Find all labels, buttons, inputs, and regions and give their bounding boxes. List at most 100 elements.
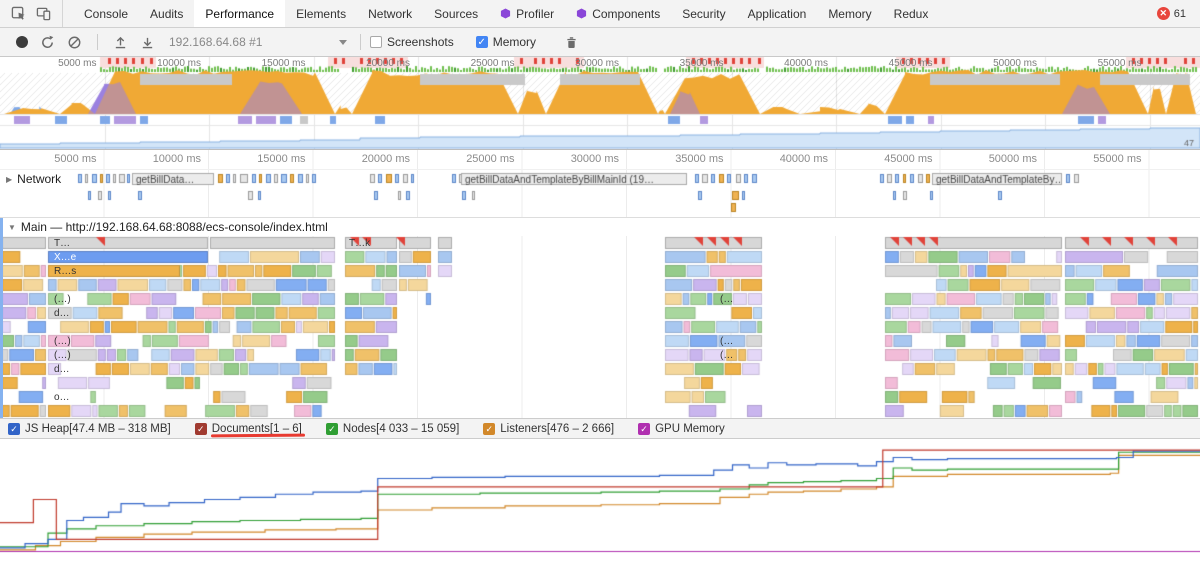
main-track: ▼ Main — http://192.168.64.68:8088/ecs-c… — [0, 218, 1200, 418]
network-track-label: Network — [17, 172, 62, 186]
reload-icon — [42, 35, 54, 48]
tab-console[interactable]: Console — [73, 0, 139, 27]
main-track-label: Main — http://192.168.64.68:8088/ecs-con… — [20, 220, 328, 234]
flame-chart: T… T…k X…e R…s (…) d… (…) (…) d… o… (… (… (… — [0, 236, 1200, 418]
toolbar-separator — [97, 34, 98, 50]
devtools-tabs: Console Audits Performance Elements Network S… — [63, 0, 939, 27]
main-track-header[interactable]: ▼ Main — http://192.168.64.68:8088/ecs-c… — [0, 218, 1200, 236]
collect-garbage-button[interactable] — [558, 33, 585, 52]
track-selection-bar — [0, 218, 3, 418]
profiler-extension-icon — [500, 8, 511, 19]
error-count-badge[interactable]: ✕ 61 — [1156, 7, 1186, 20]
trash-icon — [567, 36, 576, 48]
network-track-canvas[interactable] — [0, 170, 1200, 217]
error-count: 61 — [1173, 7, 1186, 20]
clear-recording-button[interactable] — [61, 33, 88, 52]
counters-graph — [0, 439, 1200, 566]
devtools-tabbar: Console Audits Performance Elements Network S… — [0, 0, 1200, 28]
tab-label: Memory — [828, 6, 872, 21]
time-label: 10000 ms — [152, 153, 201, 165]
time-label: 30000 ms — [570, 153, 619, 165]
tab-memory[interactable]: Memory — [817, 0, 882, 27]
network-track: ▶ Network — [0, 170, 1200, 218]
tab-label: Sources — [434, 6, 479, 21]
checkbox-checked-icon: ✓ — [325, 422, 338, 435]
tab-redux[interactable]: Redux — [883, 0, 940, 27]
reload-and-profile-button[interactable] — [34, 33, 61, 52]
inspect-element-icon[interactable] — [6, 3, 31, 24]
target-select[interactable]: 192.168.64.68 #1 — [169, 35, 347, 49]
counter-label: GPU Memory — [655, 422, 725, 435]
memory-checkbox[interactable]: ✓ Memory — [475, 35, 537, 49]
time-label: 45000 ms — [884, 153, 933, 165]
tab-label: Performance — [205, 6, 275, 21]
tab-network[interactable]: Network — [357, 0, 423, 27]
collapse-right-icon: ▶ — [6, 174, 13, 184]
tab-label: Audits — [150, 6, 184, 21]
counter-toggle-listeners[interactable]: ✓ Listeners[476 – 2 666] — [483, 422, 615, 435]
counter-toggle-js-heap[interactable]: ✓ JS Heap[47.4 MB – 318 MB] — [8, 422, 171, 435]
record-icon — [16, 36, 28, 48]
time-label: 15000 ms — [257, 153, 306, 165]
collapse-down-icon: ▼ — [8, 222, 16, 232]
error-icon: ✕ — [1156, 7, 1170, 20]
components-extension-icon — [576, 8, 587, 19]
counter-label: Documents[1 – 6] — [211, 422, 302, 435]
tab-label: Elements — [296, 6, 347, 21]
tab-label: Console — [84, 6, 129, 21]
counter-toggle-documents[interactable]: ✓ Documents[1 – 6] — [194, 422, 305, 437]
tab-sources[interactable]: Sources — [423, 0, 489, 27]
time-label: 35000 ms — [675, 153, 724, 165]
annotation-underline — [210, 433, 305, 437]
checkbox-checked-icon: ✓ — [8, 422, 20, 435]
tab-label: Components — [592, 6, 661, 21]
memory-label: Memory — [492, 35, 537, 49]
download-icon — [142, 37, 153, 48]
tab-label: Application — [747, 6, 807, 21]
counters-legend: ✓ JS Heap[47.4 MB – 318 MB] ✓ Documents[1 –… — [0, 418, 1200, 439]
tabbar-left-icons — [0, 0, 63, 27]
tab-security[interactable]: Security — [671, 0, 736, 27]
tab-components[interactable]: Components — [565, 0, 671, 27]
time-label: 20000 ms — [361, 153, 410, 165]
flame-chart-canvas[interactable] — [0, 236, 1200, 418]
clear-icon — [68, 36, 81, 48]
record-button[interactable] — [10, 34, 34, 50]
tab-performance[interactable]: Performance — [194, 0, 286, 27]
tab-label: Redux — [893, 6, 929, 21]
tracks-area: 5000 ms 10000 ms 15000 ms 20000 ms 25000 ms 3… — [0, 150, 1200, 418]
counter-toggle-nodes[interactable]: ✓ Nodes[4 033 – 15 059] — [325, 422, 460, 435]
tab-application[interactable]: Application — [737, 0, 818, 27]
load-profile-button[interactable] — [107, 33, 134, 52]
save-profile-button[interactable] — [134, 33, 161, 52]
target-select-value: 192.168.64.68 #1 — [169, 35, 263, 49]
time-label: 50000 ms — [988, 153, 1037, 165]
checkbox-checked-icon: ✓ — [638, 422, 651, 435]
device-toolbar-icon[interactable] — [31, 3, 56, 24]
tab-label: Network — [368, 6, 413, 21]
toolbar-separator — [360, 34, 361, 50]
overview-canvas[interactable] — [0, 57, 1200, 149]
counter-label: Listeners[476 – 2 666] — [500, 422, 615, 435]
tab-audits[interactable]: Audits — [139, 0, 194, 27]
chevron-down-icon — [339, 39, 347, 45]
performance-toolbar: 192.168.64.68 #1 Screenshots ✓ Memory — [0, 28, 1200, 57]
counters-graph-canvas[interactable] — [0, 439, 1200, 566]
screenshots-checkbox[interactable]: Screenshots — [370, 35, 454, 49]
checkbox-checked-icon: ✓ — [194, 422, 207, 435]
screenshots-label: Screenshots — [387, 35, 454, 49]
tab-profiler[interactable]: Profiler — [489, 0, 565, 27]
time-label: 40000 ms — [779, 153, 828, 165]
tab-label: Security — [682, 6, 726, 21]
time-label: 25000 ms — [466, 153, 515, 165]
counter-label: Nodes[4 033 – 15 059] — [342, 422, 460, 435]
counter-label: JS Heap[47.4 MB – 318 MB] — [25, 422, 171, 435]
network-track-header[interactable]: ▶ Network — [6, 172, 61, 186]
time-label: 55000 ms — [1093, 153, 1142, 165]
checkbox-checked-icon: ✓ — [483, 422, 496, 435]
checkbox-unchecked-icon — [370, 36, 382, 48]
timeline-ruler: 5000 ms 10000 ms 15000 ms 20000 ms 25000 ms 3… — [0, 150, 1200, 170]
counter-toggle-gpu-memory[interactable]: ✓ GPU Memory — [638, 422, 725, 435]
tab-elements[interactable]: Elements — [285, 0, 357, 27]
